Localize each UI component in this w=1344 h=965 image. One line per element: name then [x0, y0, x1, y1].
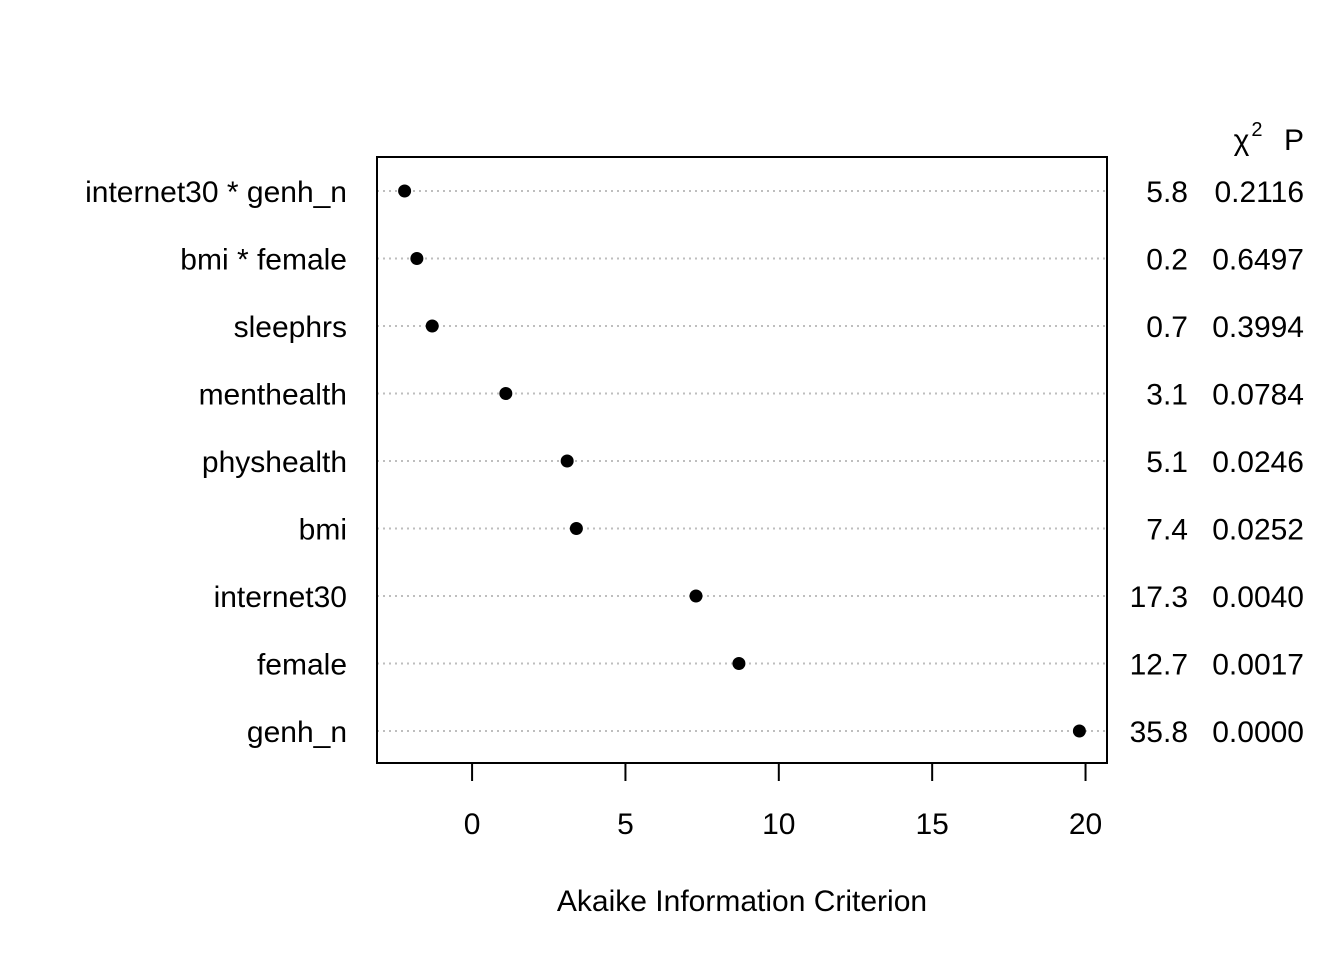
p-value: 0.0000 [1212, 716, 1304, 749]
chi2-value: 17.3 [1130, 581, 1188, 614]
data-point [1072, 724, 1086, 738]
data-point [732, 657, 746, 670]
row-label: sleephrs [234, 311, 347, 344]
chi2-value: 0.7 [1146, 311, 1188, 344]
chi2-value: 5.1 [1146, 446, 1188, 479]
x-tick-label: 0 [464, 808, 481, 841]
chi2-value: 5.8 [1146, 176, 1188, 209]
data-point [425, 319, 439, 333]
x-tick-label: 10 [762, 808, 795, 841]
row-label: bmi [299, 514, 347, 547]
x-axis: 0 5 10 15 20 [464, 762, 1102, 841]
data-points [398, 184, 1086, 738]
p-value: 0.0246 [1212, 446, 1304, 479]
chi2-value: 3.1 [1146, 379, 1188, 412]
chi2-value: 35.8 [1130, 716, 1188, 749]
data-point [560, 454, 574, 468]
row-label: internet30 [214, 581, 347, 614]
x-axis-label: Akaike Information Criterion [557, 885, 927, 918]
p-value: 0.0784 [1212, 379, 1304, 412]
data-point [569, 522, 583, 535]
p-column: 0.2116 0.6497 0.3994 0.0784 0.0246 0.0252 0.00… [1212, 176, 1304, 749]
grid-lines [377, 190, 1107, 732]
x-tick-label: 20 [1069, 808, 1102, 841]
row-label: internet30 * genh_n [85, 176, 347, 209]
p-header: P [1284, 124, 1304, 157]
data-point [410, 252, 424, 265]
chi2-value: 7.4 [1146, 514, 1188, 547]
chi2-value: 12.7 [1130, 649, 1188, 682]
row-label: genh_n [247, 716, 347, 749]
x-tick-label: 15 [915, 808, 948, 841]
row-label: physhealth [202, 446, 347, 479]
row-label: female [257, 649, 347, 682]
x-tick-label: 5 [617, 808, 634, 841]
p-value: 0.3994 [1212, 311, 1304, 344]
data-point [398, 184, 412, 198]
data-point [499, 387, 513, 400]
p-value: 0.0252 [1212, 514, 1304, 547]
p-value: 0.6497 [1212, 244, 1304, 277]
p-value: 0.0040 [1212, 581, 1304, 614]
row-label: menthealth [199, 379, 347, 412]
p-value: 0.2116 [1214, 176, 1304, 209]
chi2-column: 5.8 0.2 0.7 3.1 5.1 7.4 17.3 12.7 35.8 [1130, 176, 1188, 749]
data-point [689, 589, 703, 603]
chi2-value: 0.2 [1146, 244, 1188, 277]
p-value: 0.0017 [1212, 649, 1304, 682]
row-label: bmi * female [180, 244, 347, 277]
